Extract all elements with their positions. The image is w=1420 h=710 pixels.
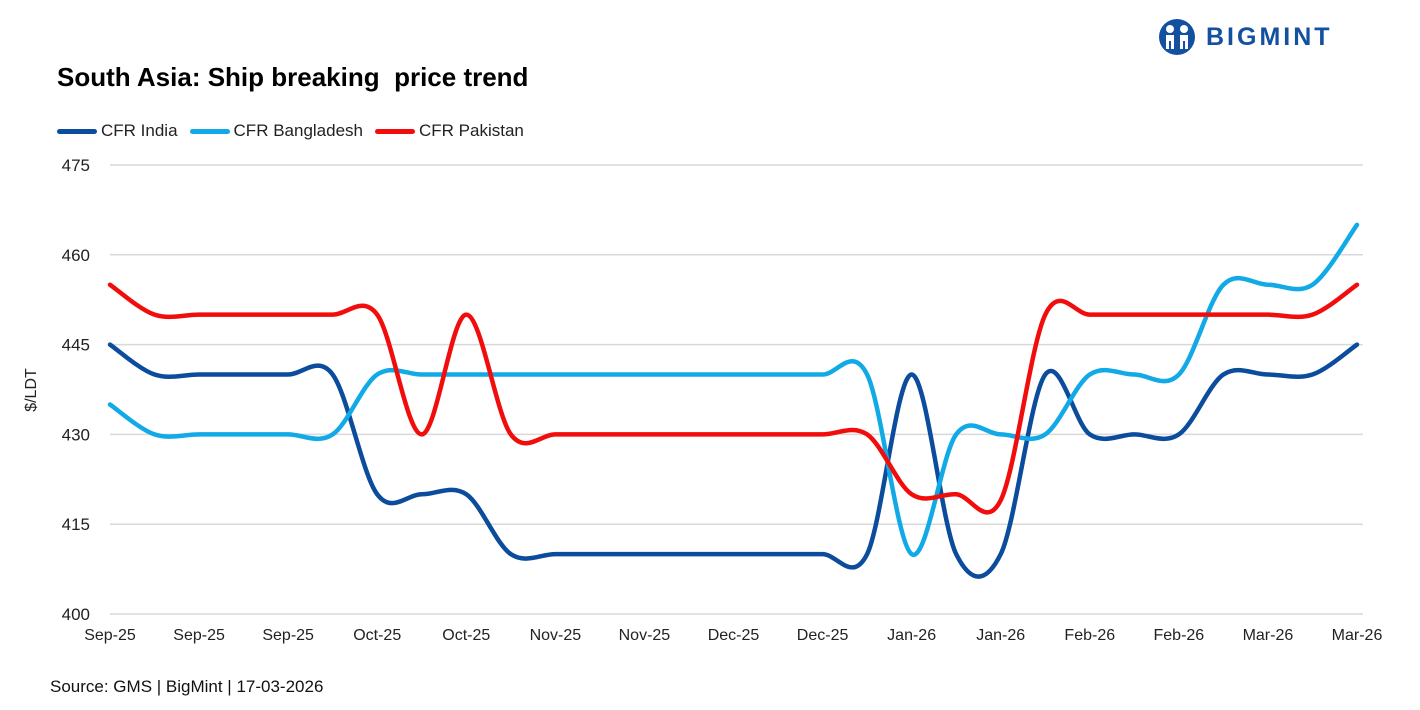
x-tick-label: Mar-26 — [1332, 627, 1383, 644]
x-tick-label: Dec-25 — [797, 627, 849, 644]
series-line-cfr-bangladesh — [107, 222, 1360, 557]
x-tick-label: Nov-25 — [530, 627, 582, 644]
y-axis-label: $/LDT — [23, 368, 40, 412]
legend-label: CFR Pakistan — [419, 121, 524, 140]
x-tick-label: Feb-26 — [1154, 627, 1205, 644]
bigmint-logo-icon — [1159, 19, 1195, 55]
x-tick-label: Oct-25 — [353, 627, 401, 644]
legend-label: CFR India — [101, 121, 178, 140]
y-tick-label: 415 — [62, 515, 90, 534]
legend-item-pakistan: CFR Pakistan — [375, 121, 524, 141]
bigmint-logo: BIGMINT — [1158, 18, 1333, 56]
source-note: Source: GMS | BigMint | 17-03-2026 — [50, 677, 324, 696]
legend-item-india: CFR India — [57, 121, 178, 141]
y-tick-label: 445 — [62, 336, 90, 355]
legend-swatch — [57, 128, 97, 134]
y-tick-label: 460 — [62, 246, 90, 265]
series-line-cfr-pakistan — [107, 282, 1360, 515]
x-tick-label: Sep-25 — [84, 627, 136, 644]
x-tick-label: Jan-26 — [887, 627, 936, 644]
x-tick-label: Feb-26 — [1064, 627, 1115, 644]
x-tick-label: Dec-25 — [708, 627, 760, 644]
legend-swatch — [375, 128, 415, 134]
x-tick-label: Sep-25 — [173, 627, 225, 644]
legend-item-bangladesh: CFR Bangladesh — [189, 121, 363, 141]
y-tick-label: 430 — [62, 425, 90, 444]
x-tick-label: Mar-26 — [1243, 627, 1294, 644]
x-tick-label: Oct-25 — [442, 627, 490, 644]
legend-swatch — [189, 128, 230, 134]
series-line-cfr-india — [107, 342, 1360, 579]
logo-text: BIGMINT — [1206, 22, 1333, 51]
y-tick-label: 400 — [62, 605, 90, 624]
legend-label: CFR Bangladesh — [233, 121, 363, 140]
x-tick-label: Sep-25 — [262, 627, 314, 644]
legend: CFR India CFR Bangladesh CFR Pakistan — [57, 121, 524, 141]
y-tick-label: 475 — [62, 156, 90, 175]
x-tick-label: Nov-25 — [619, 627, 671, 644]
x-tick-label: Jan-26 — [976, 627, 1025, 644]
chart-title: South Asia: Ship breaking price trend — [57, 62, 529, 92]
